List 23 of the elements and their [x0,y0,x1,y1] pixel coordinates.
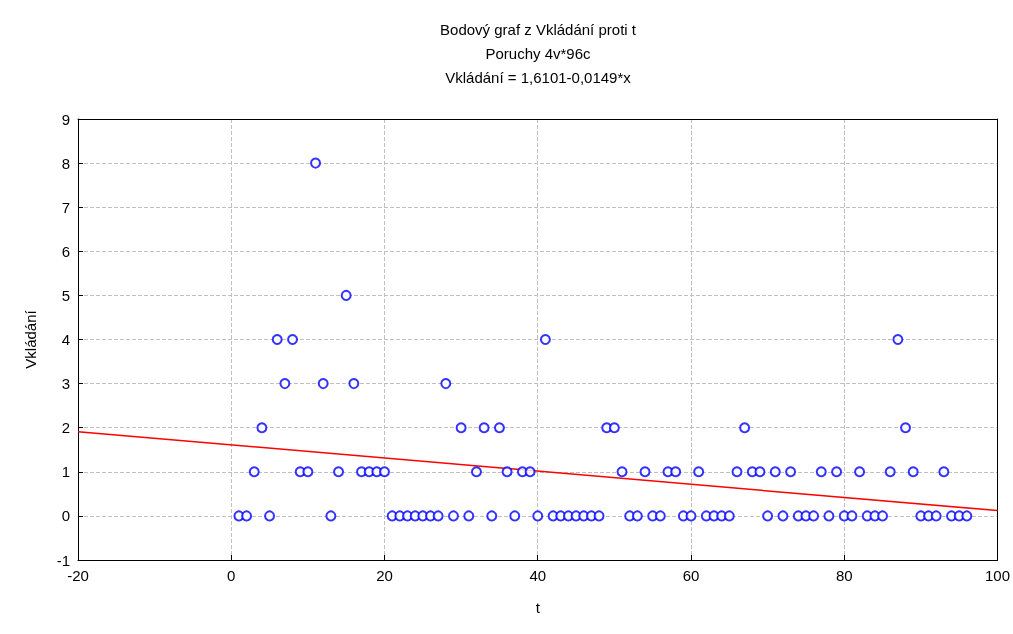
y-tick-label: 0 [61,507,70,525]
x-tick-label: 0 [227,567,236,584]
x-tick-label: 100 [984,567,1010,584]
y-tick-label: 9 [61,110,70,128]
chart-title: Bodový graf z Vkládání proti t [440,21,637,38]
y-tick-label: 8 [61,154,70,172]
y-tick-label: 7 [61,198,70,216]
x-tick-label: 80 [835,567,853,584]
y-tick-label: 1 [61,463,70,481]
chart-subtitle: Poruchy 4v*96c [485,45,592,62]
x-axis-title: t [535,599,541,616]
x-tick-label: -20 [67,567,89,584]
y-tick-label: 5 [61,286,70,304]
text: Vkládání = 1,6101-0,0149*x [445,69,632,86]
y-tick-label: 6 [61,242,70,260]
x-tick-label: 20 [376,567,393,584]
x-tick-label: 60 [682,567,700,584]
y-tick-label: -1 [56,551,70,569]
y-tick-label: 3 [61,375,70,393]
x-tick-label: 40 [529,567,547,584]
y-tick-label: 2 [61,419,70,437]
y-axis-title: Vkládání [22,309,39,369]
y-tick-label: 4 [61,331,70,348]
